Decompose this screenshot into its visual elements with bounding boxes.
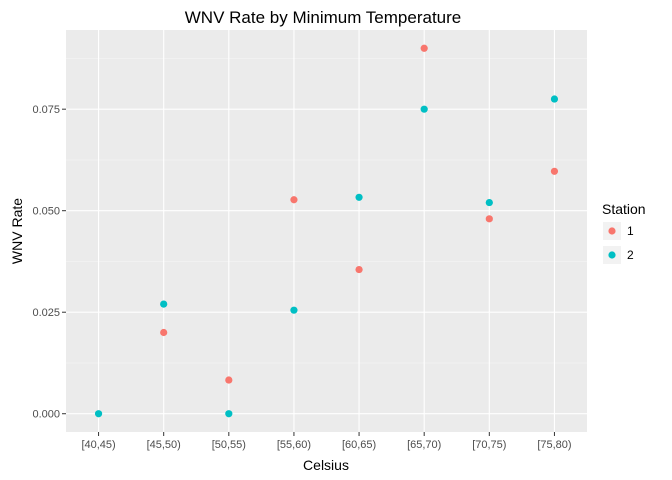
y-tick-label: 0.025 [32, 307, 60, 319]
plot-panel [66, 30, 587, 432]
legend: Station 12 [602, 201, 646, 264]
legend-label: 1 [627, 224, 634, 238]
y-tick-label: 0.000 [32, 409, 60, 421]
y-tick-label: 0.075 [32, 104, 60, 116]
x-tick-label: [65,70) [407, 439, 441, 451]
x-tick-label: [45,50) [147, 439, 181, 451]
legend-marker [608, 227, 616, 235]
x-tick-label: [70,75) [472, 439, 506, 451]
data-point-station-1 [225, 376, 233, 384]
y-tick-label: 0.050 [32, 206, 60, 218]
chart-title: WNV Rate by Minimum Temperature [185, 8, 462, 27]
data-point-station-2 [420, 105, 428, 113]
data-point-station-1 [550, 167, 559, 175]
data-point-station-2 [290, 306, 298, 314]
data-point-station-1 [485, 215, 493, 223]
legend-marker [608, 251, 616, 259]
legend-label: 2 [627, 248, 634, 262]
data-point-station-2 [225, 410, 233, 418]
y-axis-title: WNV Rate [9, 198, 25, 264]
data-point-station-1 [160, 328, 168, 337]
x-axis-ticks: [40,45) [45,50) [50,55) [55,60) [60,65) [65,7… [81, 432, 572, 451]
x-tick-label: [50,55) [212, 439, 246, 451]
legend-title: Station [602, 201, 646, 217]
x-tick-label: [40,45) [81, 439, 115, 451]
x-axis-title: Celsius [303, 457, 349, 473]
data-point-station-1 [355, 265, 363, 274]
data-point-station-2 [355, 193, 363, 201]
legend-items: 12 [603, 222, 634, 264]
x-tick-label: [55,60) [277, 439, 311, 451]
x-tick-label: [60,65) [342, 439, 376, 451]
data-point-station-2 [550, 95, 559, 103]
data-point-station-2 [160, 300, 168, 308]
x-tick-label: [75,80) [537, 439, 571, 451]
data-point-station-2 [485, 198, 493, 207]
data-point-station-2 [94, 410, 103, 418]
data-point-station-1 [420, 44, 428, 52]
y-axis-ticks: 0.000 0.025 0.050 0.075 [32, 104, 66, 421]
grid-lines [66, 30, 587, 432]
data-points [94, 44, 559, 418]
data-point-station-1 [290, 196, 298, 204]
